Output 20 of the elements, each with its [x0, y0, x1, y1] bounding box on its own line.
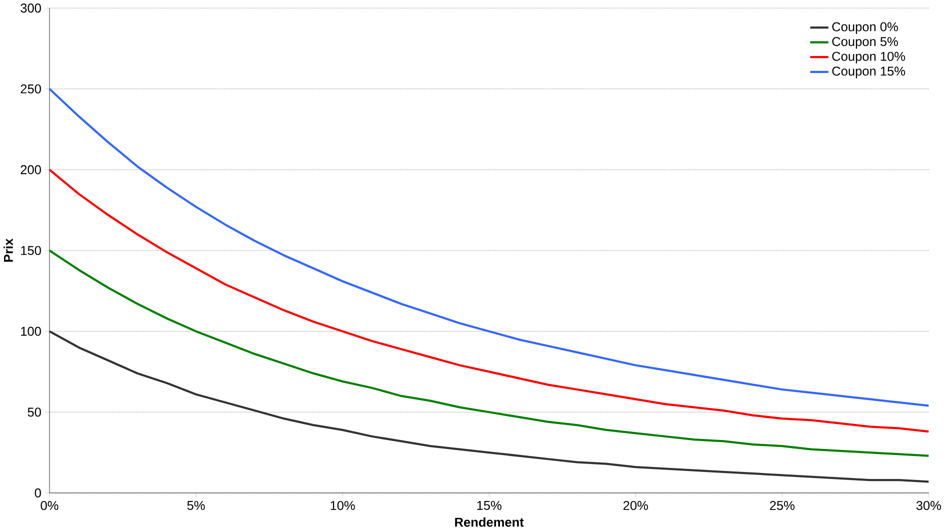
y-tick-label: 0 [34, 488, 41, 498]
y-tick-label: 50 [28, 407, 41, 417]
y-tick-label: 300 [20, 3, 41, 12]
legend-label: Coupon 10% [832, 52, 906, 64]
x-axis-title: Rendement [455, 517, 524, 527]
x-tick-label: 30% [916, 500, 941, 510]
y-tick-label: 250 [20, 84, 41, 94]
y-tick-label: 100 [21, 326, 41, 336]
y-tick-label: 150 [21, 246, 41, 255]
x-tick-label: 10% [330, 500, 355, 510]
x-tick-label: 0% [40, 500, 58, 510]
legend-label: Coupon 5% [832, 36, 898, 48]
legend-label: Coupon 15% [832, 66, 906, 78]
x-tick-label: 5% [187, 500, 205, 510]
y-axis-title: Prix [4, 238, 13, 262]
legend-label: Coupon 0% [832, 22, 898, 34]
x-tick-label: 25% [770, 500, 794, 510]
x-tick-label: 15% [477, 500, 502, 510]
y-tick-label: 200 [20, 165, 41, 174]
x-tick-label: 20% [623, 500, 648, 510]
